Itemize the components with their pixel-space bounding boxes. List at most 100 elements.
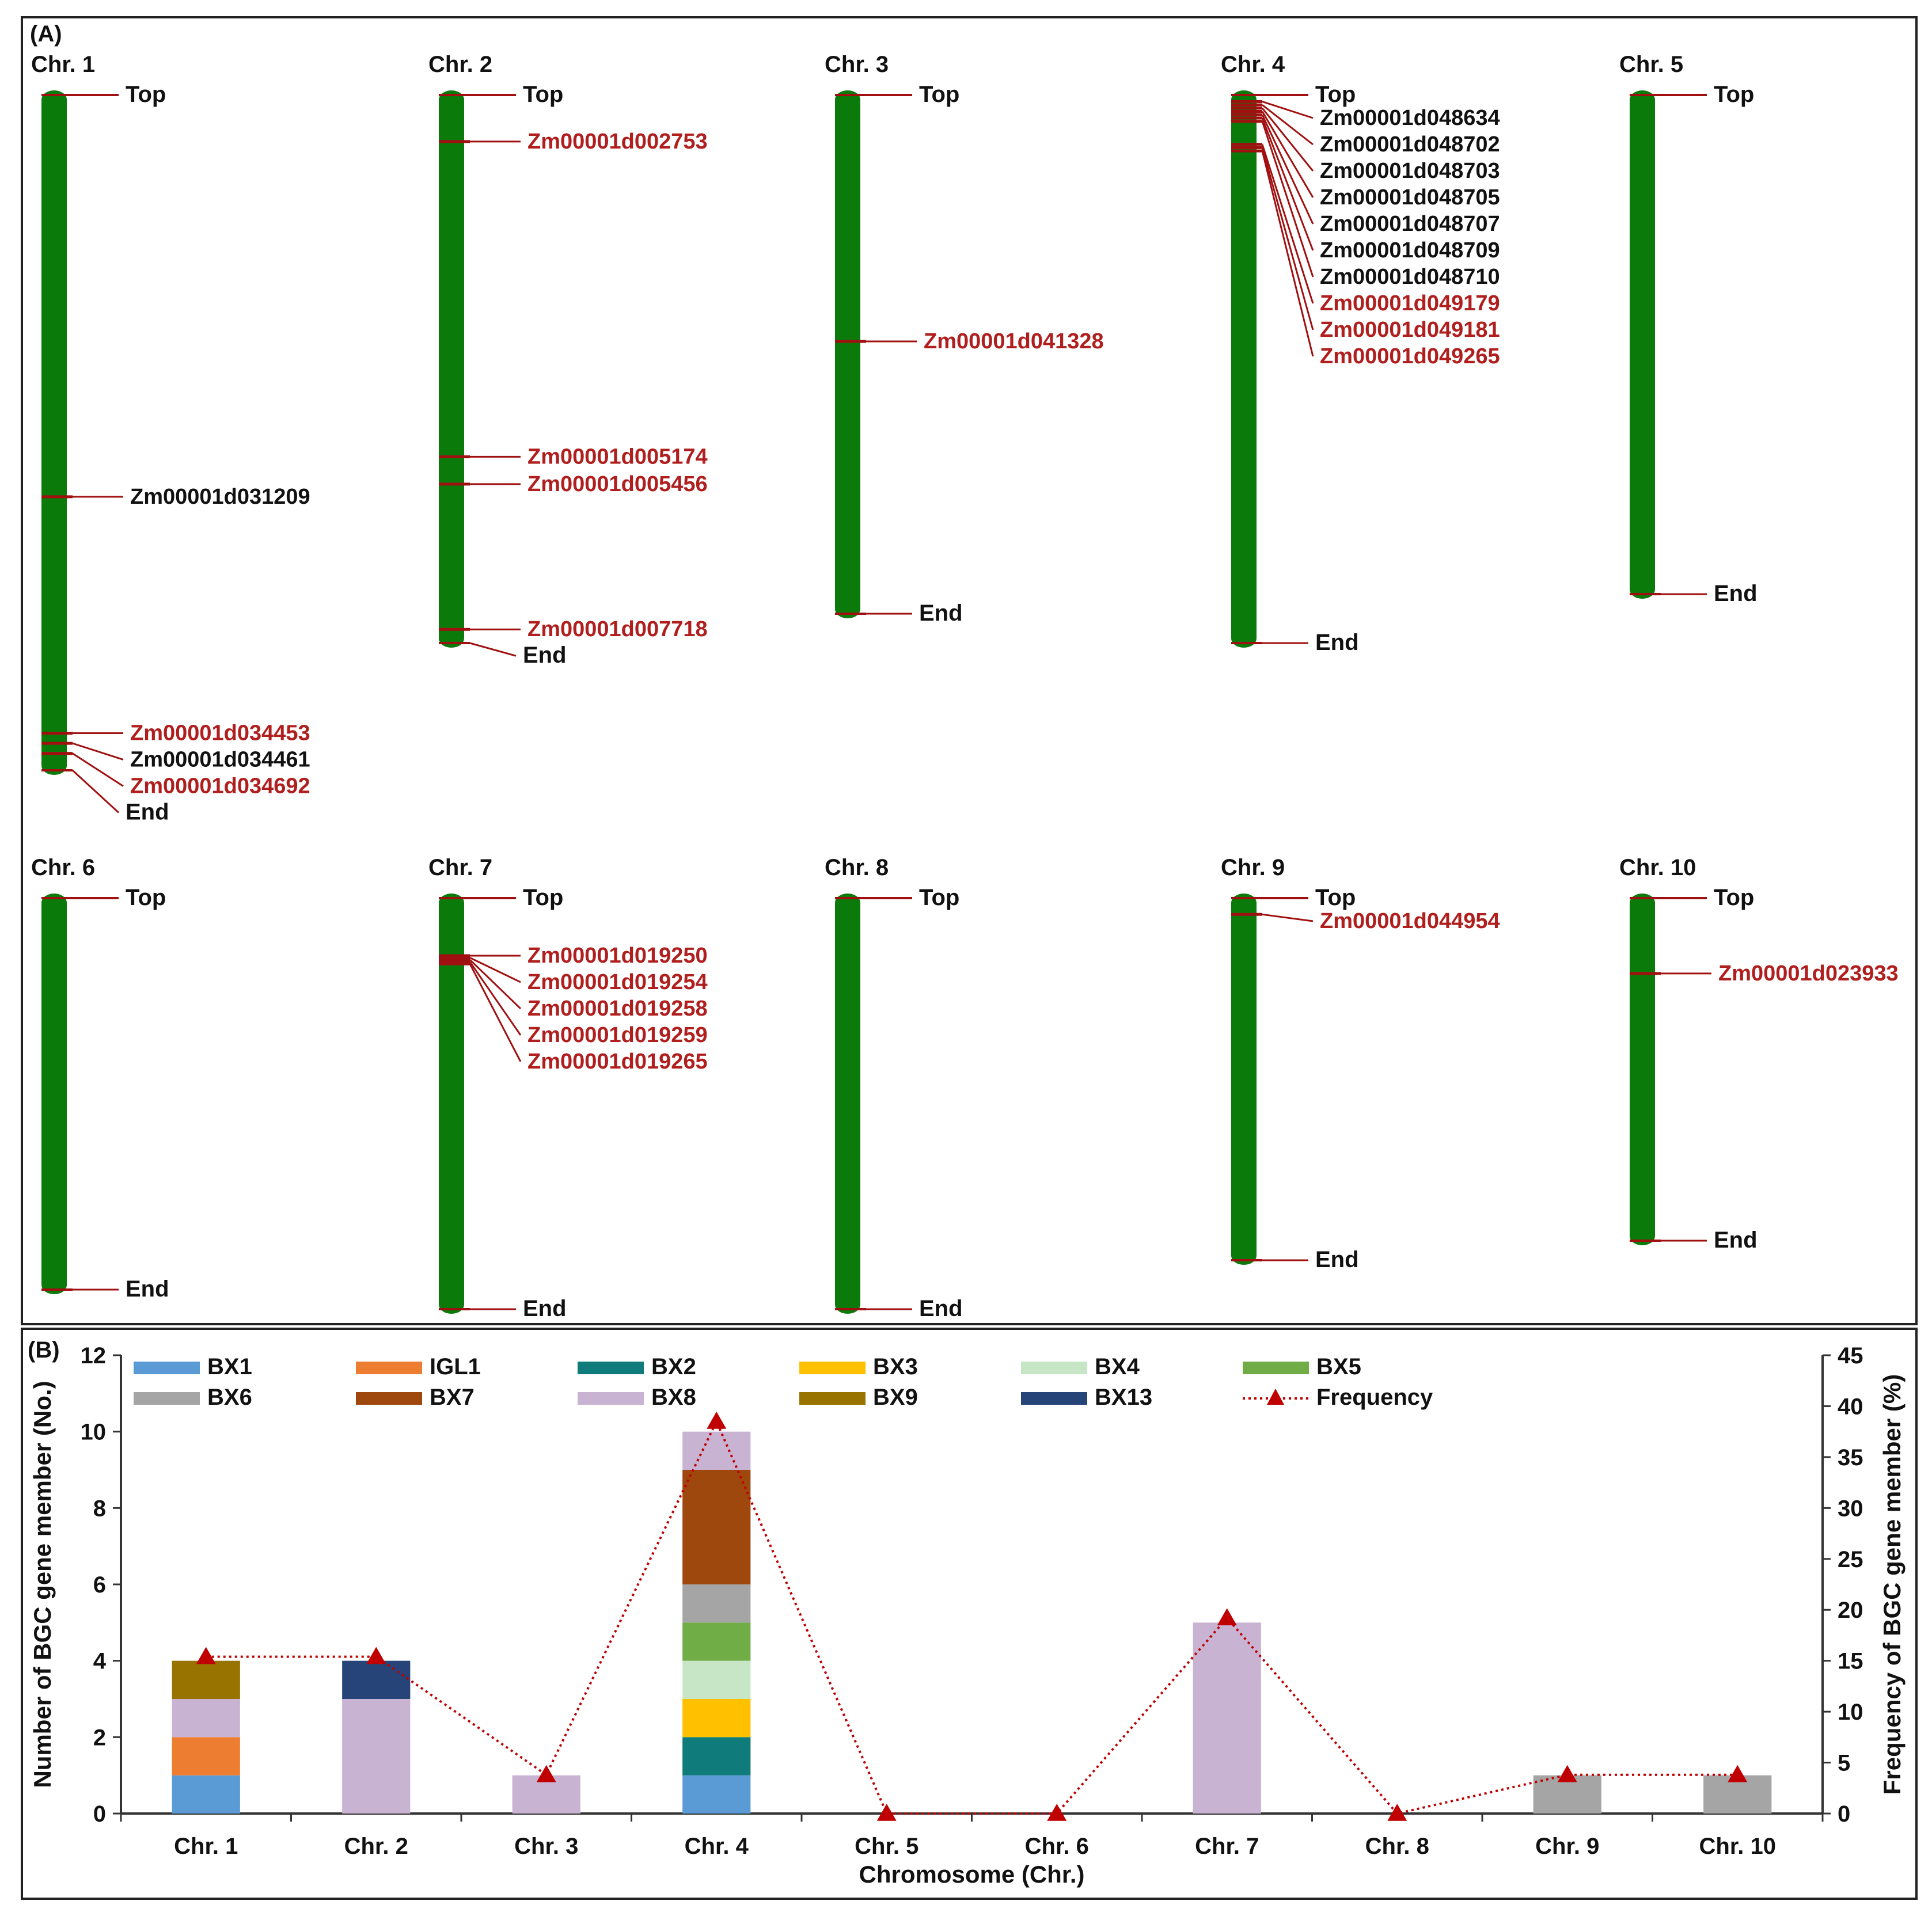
gene-connector — [469, 961, 522, 1036]
chromosome-title: Chr. 3 — [825, 52, 889, 77]
legend-label: BX8 — [651, 1385, 696, 1410]
gene-connector — [469, 957, 521, 983]
x-tick-label: Chr. 9 — [1535, 1834, 1599, 1859]
bar-bx4 — [682, 1660, 751, 1699]
chromosome-bar — [835, 90, 860, 618]
bar-bx8 — [342, 1699, 411, 1814]
y-tick-label: 10 — [81, 1420, 107, 1445]
top-label: Top — [919, 82, 959, 107]
y-axis-title: Number of BGC gene member (No.) — [29, 1381, 56, 1788]
end-label: End — [1315, 630, 1359, 655]
panel-a-frame — [21, 16, 1918, 1325]
legend-label: BX4 — [1095, 1354, 1140, 1379]
panel-a-label: (A) — [30, 21, 62, 47]
gene-label: Zm00001d005174 — [527, 444, 708, 469]
chromosome-bar — [439, 90, 464, 648]
end-label: End — [523, 643, 567, 668]
bar-bx3 — [682, 1699, 751, 1738]
frequency-point — [536, 1765, 556, 1782]
gene-label: Zm00001d007718 — [527, 617, 708, 641]
bgc-bar-chart: 0 2 4 6 8 10 12 0 5 10 15 20 25 30 35 40 45 Chr. 1 Chr. 2 C… — [29, 1343, 1906, 1888]
y-tick-label: 6 — [93, 1572, 106, 1598]
frequency-point — [707, 1411, 727, 1429]
top-label: Top — [126, 885, 166, 910]
chromosome-title: Chr. 6 — [31, 855, 95, 880]
gene-connector — [1261, 111, 1314, 198]
chromosome-title: Chr. 8 — [825, 855, 889, 880]
gene-connector — [1261, 117, 1314, 251]
frequency-point — [366, 1647, 386, 1664]
x-tick-label: Chr. 6 — [1025, 1834, 1089, 1859]
bar-bx5 — [682, 1622, 751, 1661]
x-tick-label: Chr. 7 — [1195, 1834, 1259, 1859]
y2-tick-label: 25 — [1838, 1547, 1863, 1572]
x-tick-label: Chr. 5 — [855, 1834, 918, 1859]
chromosome-title: Chr. 2 — [428, 52, 492, 77]
gene-connector — [1261, 114, 1314, 225]
chromosome-bar — [1630, 90, 1655, 599]
gene-label: Zm00001d034461 — [130, 747, 310, 771]
bar-bx9 — [172, 1660, 240, 1699]
legend-marker — [1267, 1389, 1284, 1405]
x-axis-title: Chromosome (Chr.) — [859, 1861, 1084, 1888]
end-label: End — [1315, 1247, 1359, 1272]
gene-connector — [1261, 144, 1314, 304]
gene-label: Zm00001d019250 — [527, 944, 708, 968]
gene-label: Zm00001d048702 — [1320, 132, 1500, 157]
gene-connector — [1261, 150, 1314, 357]
gene-connector — [1261, 147, 1314, 330]
gene-label: Zm00001d048634 — [1320, 106, 1500, 130]
bar-bx6 — [682, 1584, 751, 1623]
gene-connector — [1261, 121, 1314, 277]
y2-tick-label: 10 — [1838, 1700, 1863, 1725]
end-label: End — [919, 1296, 963, 1321]
y-tick-label: 2 — [93, 1725, 106, 1750]
y2-tick-label: 45 — [1838, 1343, 1863, 1368]
legend-label: BX5 — [1316, 1354, 1361, 1379]
legend-swatch — [1021, 1392, 1087, 1405]
y2-tick-label: 20 — [1838, 1598, 1863, 1623]
legend-swatch — [356, 1392, 422, 1405]
frequency-point — [1217, 1608, 1237, 1626]
bar-bx8 — [682, 1431, 751, 1470]
legend-swatch — [799, 1392, 866, 1405]
legend-label: BX7 — [430, 1385, 475, 1410]
end-label: End — [1714, 581, 1758, 606]
chromosome-bar — [835, 894, 860, 1314]
bar-bx1 — [682, 1775, 751, 1814]
end-label: End — [126, 799, 169, 824]
gene-connector — [72, 752, 124, 787]
frequency-point — [1387, 1804, 1407, 1821]
x-tick-label: Chr. 1 — [174, 1834, 238, 1859]
bar-bx8 — [172, 1699, 240, 1738]
chromosome-title: Chr. 4 — [1221, 52, 1285, 77]
bar-bx7 — [682, 1470, 751, 1584]
gene-label: Zm00001d048707 — [1320, 212, 1500, 236]
y2-axis-title: Frequency of BGC gene member (%) — [1878, 1374, 1906, 1795]
gene-connector — [72, 742, 124, 761]
y2-tick-label: 35 — [1838, 1445, 1863, 1470]
legend-label: IGL1 — [430, 1354, 481, 1379]
gene-label: Zm00001d048705 — [1320, 185, 1500, 210]
bar-bx13 — [342, 1660, 411, 1699]
gene-label: Zm00001d034692 — [130, 774, 310, 798]
end-label: End — [919, 600, 963, 626]
legend-swatch — [134, 1392, 200, 1405]
chromosome-bar — [41, 894, 67, 1294]
legend-swatch — [356, 1362, 422, 1374]
end-label: End — [1714, 1227, 1758, 1253]
chromosome-bar — [41, 90, 67, 775]
gene-label: Zm00001d005456 — [527, 472, 708, 496]
gene-connector — [1262, 913, 1314, 922]
gene-connector — [469, 963, 522, 1062]
legend-label: BX6 — [207, 1385, 252, 1410]
gene-label: Zm00001d049265 — [1320, 344, 1500, 368]
legend-label: BX13 — [1095, 1385, 1152, 1410]
top-label: Top — [1315, 82, 1356, 107]
chromosome-bar — [439, 894, 464, 1314]
frequency-point — [1047, 1804, 1067, 1821]
legend-swatch — [1243, 1362, 1309, 1374]
end-label: End — [126, 1276, 169, 1302]
top-label: Top — [1714, 885, 1754, 910]
gene-label: Zm00001d019258 — [527, 997, 708, 1021]
